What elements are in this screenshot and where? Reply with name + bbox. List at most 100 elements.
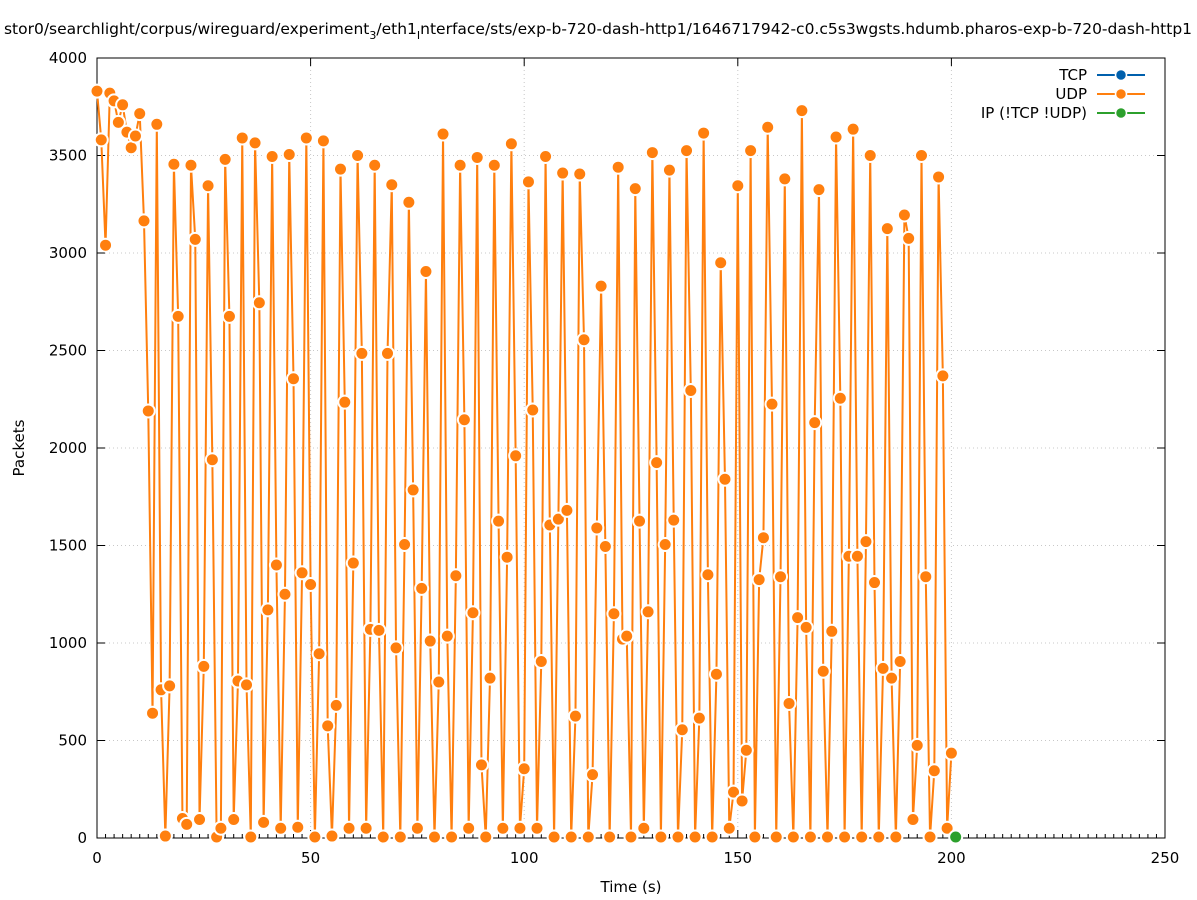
data-point: [636, 820, 652, 836]
data-point: [726, 784, 742, 800]
data-point: [691, 710, 707, 726]
data-point: [529, 820, 545, 836]
data-point: [909, 737, 925, 753]
chart-title-part: stor0/searchlight/corpus/wireguard/exper…: [4, 20, 369, 38]
data-point: [89, 83, 105, 99]
data-point: [734, 793, 750, 809]
data-point: [260, 602, 276, 618]
data-point: [679, 143, 695, 159]
data-point: [760, 119, 776, 135]
data-point: [943, 745, 959, 761]
data-point: [602, 829, 618, 845]
data-point: [478, 829, 494, 845]
data-point: [747, 829, 763, 845]
data-point: [858, 534, 874, 550]
data-point: [277, 586, 293, 602]
data-point: [888, 829, 904, 845]
data-point: [149, 116, 165, 132]
data-point: [192, 811, 208, 827]
data-point: [127, 128, 143, 144]
data-point: [388, 640, 404, 656]
data-point: [935, 368, 951, 384]
data-point: [755, 530, 771, 546]
data-point: [482, 670, 498, 686]
data-point: [948, 829, 964, 845]
y-tick-label: 0: [77, 829, 87, 847]
data-point: [666, 512, 682, 528]
legend-marker: [1114, 106, 1128, 120]
data-point: [708, 666, 724, 682]
data-point: [448, 568, 464, 584]
data-point: [418, 264, 434, 280]
data-point: [572, 166, 588, 182]
data-point: [486, 157, 502, 173]
y-axis-title: Packets: [10, 419, 28, 476]
data-point: [414, 580, 430, 596]
data-point: [627, 181, 643, 197]
data-point: [922, 829, 938, 845]
data-point: [743, 143, 759, 159]
data-point: [854, 829, 870, 845]
data-point: [764, 396, 780, 412]
data-point: [491, 513, 507, 529]
data-point: [358, 820, 374, 836]
data-point: [610, 159, 626, 175]
data-point: [384, 177, 400, 193]
x-tick-label: 50: [301, 849, 320, 867]
y-tick-label: 2500: [49, 342, 87, 360]
data-point: [469, 149, 485, 165]
data-point: [918, 569, 934, 585]
data-point: [794, 103, 810, 119]
data-point: [862, 148, 878, 163]
data-point: [392, 829, 408, 845]
data-point: [200, 178, 216, 194]
data-point: [196, 658, 212, 674]
data-point: [499, 549, 515, 565]
data-point: [837, 829, 853, 845]
data-point: [281, 147, 297, 163]
data-point: [905, 811, 921, 827]
x-tick-label: 0: [92, 849, 102, 867]
data-point: [525, 402, 541, 418]
data-point: [751, 572, 767, 588]
data-point: [644, 145, 660, 161]
legend-label: IP (!TCP !UDP): [981, 104, 1087, 122]
legend-label: TCP: [1058, 66, 1087, 84]
data-point: [311, 646, 327, 662]
data-point: [307, 829, 323, 845]
series-line: [96, 91, 953, 839]
y-tick-label: 1000: [49, 634, 87, 652]
data-point: [824, 623, 840, 639]
data-point: [371, 622, 387, 638]
data-point: [738, 742, 754, 758]
data-point: [503, 136, 519, 152]
data-point: [704, 829, 720, 845]
data-point: [820, 829, 836, 845]
data-point: [649, 455, 665, 471]
data-point: [717, 471, 733, 487]
data-point: [439, 628, 455, 644]
data-point: [884, 670, 900, 686]
data-point: [162, 678, 178, 694]
data-point: [875, 660, 891, 676]
data-point: [405, 482, 421, 498]
y-tick-label: 4000: [49, 49, 87, 67]
data-point: [674, 722, 690, 738]
data-point: [170, 308, 186, 324]
data-point: [785, 829, 801, 845]
series-2: [948, 829, 964, 845]
data-point: [268, 557, 284, 573]
legend-label: UDP: [1055, 85, 1087, 103]
chart-title-subscript: I: [417, 29, 420, 42]
data-point: [580, 829, 596, 845]
data-point: [341, 820, 357, 836]
data-point: [226, 811, 242, 827]
data-point: [337, 394, 353, 410]
data-point: [606, 606, 622, 622]
data-point: [559, 502, 575, 518]
data-point: [157, 828, 173, 844]
data-point: [465, 605, 481, 621]
data-point: [777, 171, 793, 187]
data-point: [213, 820, 229, 836]
data-point: [550, 511, 566, 527]
